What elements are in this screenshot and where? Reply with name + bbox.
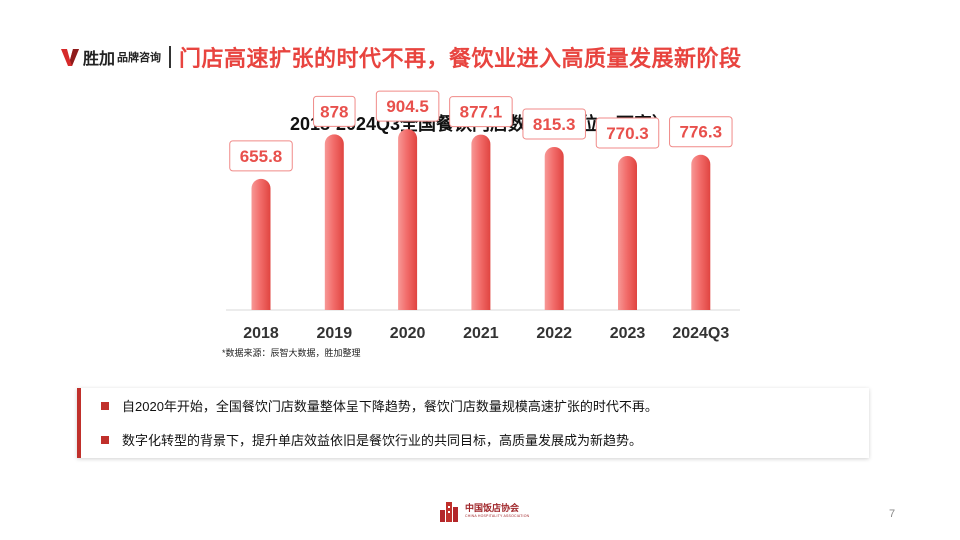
data-label: 877.1 <box>460 103 503 122</box>
data-label: 770.3 <box>606 124 649 143</box>
x-tick-label: 2019 <box>317 325 353 342</box>
building-logo-icon <box>440 502 458 522</box>
value-label-box <box>522 108 586 140</box>
bar-chart: 655.8 2018 878 2019 904.5 2020 877.1 2021 815.3 2… <box>226 90 740 342</box>
brand-name: 胜加 <box>83 51 116 68</box>
x-tick-label: 2018 <box>243 325 279 342</box>
x-tick-label: 2020 <box>390 325 426 342</box>
value-label-box <box>375 90 440 122</box>
summary-box: 自2020年开始，全国餐饮门店数量整体呈下降趋势，餐饮门店数量规模高速扩张的时代… <box>77 388 869 458</box>
bar-2023 <box>618 155 637 310</box>
data-source-note: *数据来源：辰智大数据，胜加整理 <box>222 348 361 358</box>
footer-org-name: 中国饭店协会 <box>465 503 520 514</box>
brand-subtitle: 品牌咨询 <box>117 52 162 64</box>
value-label-box <box>449 96 513 128</box>
brand-logo-icon <box>61 49 79 66</box>
square-bullet-icon <box>101 435 109 444</box>
x-tick-label: 2022 <box>536 325 572 342</box>
bar-2019 <box>324 134 344 310</box>
value-label-box <box>313 95 356 127</box>
data-label: 904.5 <box>386 97 429 116</box>
x-tick-label: 2021 <box>463 325 499 342</box>
data-label: 655.8 <box>240 147 283 166</box>
footer-logo: 中国饭店协会 CHINA HOSPITALITY ASSOCIATION <box>438 500 529 522</box>
data-label: 776.3 <box>680 123 723 142</box>
data-label: 815.3 <box>533 115 576 134</box>
value-label-box <box>669 116 733 148</box>
header-divider <box>169 46 172 68</box>
square-bullet-icon <box>101 401 109 410</box>
bar-2024Q3 <box>691 154 711 310</box>
value-label-box <box>595 117 660 149</box>
summary-point-text: 自2020年开始，全国餐饮门店数量整体呈下降趋势，餐饮门店数量规模高速扩张的时代… <box>122 399 658 414</box>
x-tick-label: 2024Q3 <box>672 325 729 342</box>
page-title: 门店高速扩张的时代不再，餐饮业进入高质量发展新阶段 <box>179 46 742 71</box>
x-tick-label: 2023 <box>610 325 646 342</box>
value-label-box <box>229 140 293 172</box>
bar-2021 <box>471 134 491 310</box>
page-number: 7 <box>889 508 896 520</box>
bar-2018 <box>251 178 271 310</box>
data-label: 878 <box>320 102 348 121</box>
footer-org-name-en: CHINA HOSPITALITY ASSOCIATION <box>465 513 530 518</box>
bar-2022 <box>544 146 564 310</box>
summary-point: 数字化转型的背景下，提升单店效益依旧是餐饮行业的共同目标，高质量发展成为新趋势。 <box>101 430 642 449</box>
summary-point: 自2020年开始，全国餐饮门店数量整体呈下降趋势，餐饮门店数量规模高速扩张的时代… <box>101 396 658 415</box>
page-header: 胜加 品牌咨询 门店高速扩张的时代不再，餐饮业进入高质量发展新阶段 <box>60 40 742 74</box>
summary-point-text: 数字化转型的背景下，提升单店效益依旧是餐饮行业的共同目标，高质量发展成为新趋势。 <box>122 433 643 448</box>
bar-2020 <box>398 129 418 310</box>
